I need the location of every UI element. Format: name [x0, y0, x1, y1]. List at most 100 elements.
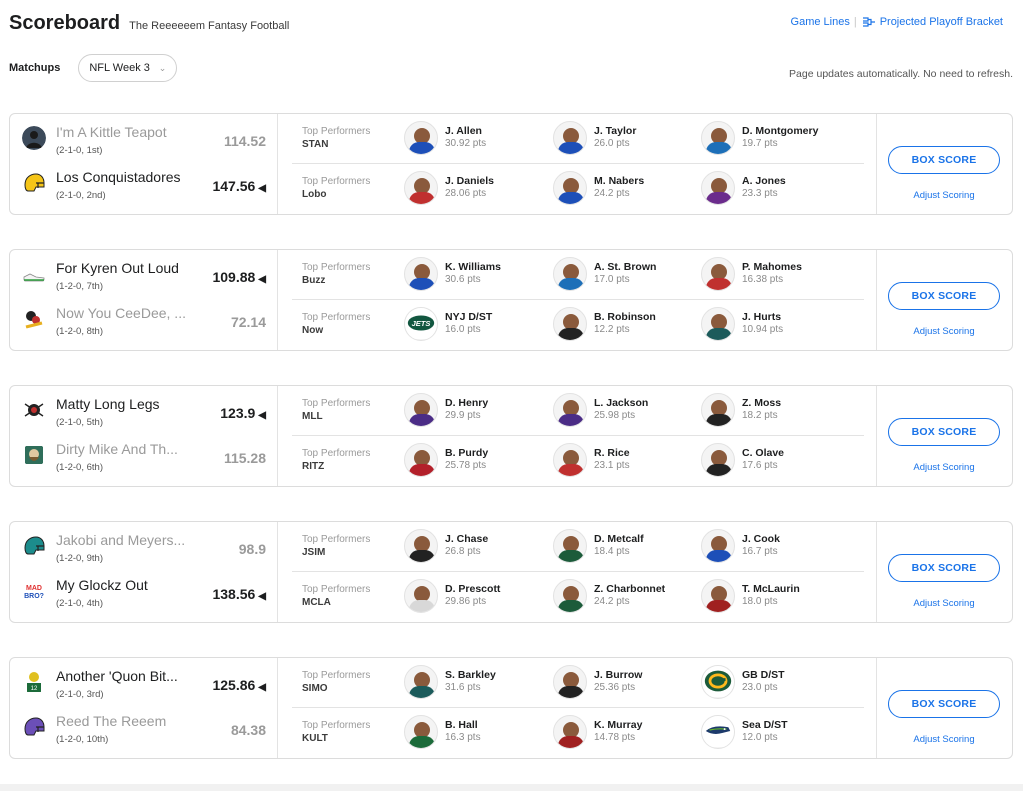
player-name[interactable]: J. Chase [445, 533, 489, 545]
adjust-scoring-link[interactable]: Adjust Scoring [913, 598, 975, 609]
team-name[interactable]: Now You CeeDee, ... [56, 305, 186, 321]
player-card[interactable]: D. Henry 29.9 pts [404, 393, 554, 429]
player-name[interactable]: J. Daniels [445, 175, 495, 187]
player-card[interactable]: R. Rice 23.1 pts [553, 443, 703, 479]
player-name[interactable]: D. Henry [445, 397, 489, 409]
player-points: 16.38 pts [742, 274, 784, 285]
team-score: 147.56 ◀ [212, 178, 266, 194]
player-name[interactable]: GB D/ST [742, 669, 785, 681]
team-name[interactable]: Matty Long Legs [56, 396, 160, 412]
player-card[interactable]: S. Barkley 31.6 pts [404, 665, 554, 701]
player-name[interactable]: J. Allen [445, 125, 482, 137]
player-card[interactable]: Z. Moss 18.2 pts [701, 393, 851, 429]
player-card[interactable]: B. Purdy 25.78 pts [404, 443, 554, 479]
team-row[interactable]: For Kyren Out Loud (1-2-0, 7th) 109.88 ◀ [20, 258, 276, 298]
player-name[interactable]: J. Taylor [594, 125, 637, 137]
player-name[interactable]: A. Jones [742, 175, 786, 187]
player-card[interactable]: B. Robinson 12.2 pts [553, 307, 703, 343]
player-name[interactable]: K. Murray [594, 719, 643, 731]
player-card[interactable]: D. Prescott 29.86 pts [404, 579, 554, 615]
player-card[interactable]: J. Taylor 26.0 pts [553, 121, 703, 157]
team-row[interactable]: MAD BRO? My Glockz Out (2-1-0, 4th) 138.56 ◀ [20, 575, 276, 615]
adjust-scoring-link[interactable]: Adjust Scoring [913, 462, 975, 473]
week-select[interactable]: NFL Week 3 ⌄ [78, 54, 178, 82]
player-name[interactable]: J. Burrow [594, 669, 643, 681]
player-name[interactable]: J. Hurts [742, 311, 782, 323]
top-performers: Top Performers MLL D. Henry 29.9 pts L. Jack… [278, 386, 876, 486]
player-name[interactable]: D. Montgomery [742, 125, 819, 137]
team-name[interactable]: Los Conquistadores [56, 169, 181, 185]
player-name[interactable]: T. McLaurin [742, 583, 800, 595]
player-card[interactable]: J. Daniels 28.06 pts [404, 171, 554, 207]
team-record: (2-1-0, 2nd) [56, 190, 106, 201]
player-name[interactable]: L. Jackson [594, 397, 649, 409]
player-card[interactable]: L. Jackson 25.98 pts [553, 393, 703, 429]
player-card[interactable]: J. Burrow 25.36 pts [553, 665, 703, 701]
player-name[interactable]: D. Metcalf [594, 533, 644, 545]
player-card[interactable]: D. Montgomery 19.7 pts [701, 121, 851, 157]
player-card[interactable]: M. Nabers 24.2 pts [553, 171, 703, 207]
playoff-bracket-link[interactable]: Projected Playoff Bracket [879, 16, 1003, 28]
team-name[interactable]: Jakobi and Meyers... [56, 532, 186, 548]
player-card[interactable]: P. Mahomes 16.38 pts [701, 257, 851, 293]
box-score-button[interactable]: BOX SCORE [888, 282, 1000, 310]
player-card[interactable]: D. Metcalf 18.4 pts [553, 529, 703, 565]
box-score-button[interactable]: BOX SCORE [888, 690, 1000, 718]
player-name[interactable]: A. St. Brown [594, 261, 657, 273]
team-name[interactable]: Dirty Mike And Th... [56, 441, 178, 457]
player-name[interactable]: K. Williams [445, 261, 501, 273]
team-score: 123.9 ◀ [220, 405, 266, 421]
player-card[interactable]: K. Williams 30.6 pts [404, 257, 554, 293]
player-card[interactable]: GB D/ST 23.0 pts [701, 665, 851, 701]
team-name[interactable]: I'm A Kittle Teapot [56, 124, 167, 140]
player-name[interactable]: C. Olave [742, 447, 785, 459]
player-name[interactable]: M. Nabers [594, 175, 645, 187]
player-name[interactable]: B. Purdy [445, 447, 489, 459]
player-name[interactable]: J. Cook [742, 533, 780, 545]
player-name[interactable]: Z. Charbonnet [594, 583, 666, 595]
player-card[interactable]: A. St. Brown 17.0 pts [553, 257, 703, 293]
box-score-button[interactable]: BOX SCORE [888, 146, 1000, 174]
player-card[interactable]: J. Chase 26.8 pts [404, 529, 554, 565]
team-row[interactable]: I'm A Kittle Teapot (2-1-0, 1st) 114.52 [20, 122, 276, 162]
player-card[interactable]: Sea D/ST 12.0 pts [701, 715, 851, 751]
team-row[interactable]: Now You CeeDee, ... (1-2-0, 8th) 72.14 [20, 303, 276, 343]
team-row[interactable]: 12 Another 'Quon Bit... (2-1-0, 3rd) 125.86… [20, 666, 276, 706]
player-name[interactable]: B. Robinson [594, 311, 656, 323]
player-card[interactable]: J. Cook 16.7 pts [701, 529, 851, 565]
player-name[interactable]: P. Mahomes [742, 261, 802, 273]
team-row[interactable]: Jakobi and Meyers... (1-2-0, 9th) 98.9 [20, 530, 276, 570]
player-card[interactable]: B. Hall 16.3 pts [404, 715, 554, 751]
player-headshot [553, 121, 587, 155]
team-row[interactable]: Dirty Mike And Th... (1-2-0, 6th) 115.28 [20, 439, 276, 479]
game-lines-link[interactable]: Game Lines [790, 16, 850, 28]
player-card[interactable]: J. Hurts 10.94 pts [701, 307, 851, 343]
player-card[interactable]: T. McLaurin 18.0 pts [701, 579, 851, 615]
adjust-scoring-link[interactable]: Adjust Scoring [913, 190, 975, 201]
player-name[interactable]: Z. Moss [742, 397, 782, 409]
adjust-scoring-link[interactable]: Adjust Scoring [913, 734, 975, 745]
team-name[interactable]: My Glockz Out [56, 577, 148, 593]
player-name[interactable]: S. Barkley [445, 669, 496, 681]
team-row[interactable]: Matty Long Legs (2-1-0, 5th) 123.9 ◀ [20, 394, 276, 434]
player-card[interactable]: Z. Charbonnet 24.2 pts [553, 579, 703, 615]
adjust-scoring-link[interactable]: Adjust Scoring [913, 326, 975, 337]
player-card[interactable]: C. Olave 17.6 pts [701, 443, 851, 479]
player-card[interactable]: A. Jones 23.3 pts [701, 171, 851, 207]
player-name[interactable]: Sea D/ST [742, 719, 788, 731]
player-name[interactable]: D. Prescott [445, 583, 501, 595]
player-card[interactable]: JETS NYJ D/ST 16.0 pts [404, 307, 554, 343]
matchup-filter: Matchups NFL Week 3 ⌄ [9, 54, 178, 82]
player-name[interactable]: R. Rice [594, 447, 630, 459]
team-row[interactable]: Reed The Reeem (1-2-0, 10th) 84.38 [20, 711, 276, 751]
box-score-button[interactable]: BOX SCORE [888, 418, 1000, 446]
team-name[interactable]: Another 'Quon Bit... [56, 668, 178, 684]
player-name[interactable]: B. Hall [445, 719, 478, 731]
box-score-button[interactable]: BOX SCORE [888, 554, 1000, 582]
player-name[interactable]: NYJ D/ST [445, 311, 493, 323]
team-name[interactable]: Reed The Reeem [56, 713, 167, 729]
team-row[interactable]: Los Conquistadores (2-1-0, 2nd) 147.56 ◀ [20, 167, 276, 207]
player-card[interactable]: J. Allen 30.92 pts [404, 121, 554, 157]
team-name[interactable]: For Kyren Out Loud [56, 260, 179, 276]
player-card[interactable]: K. Murray 14.78 pts [553, 715, 703, 751]
